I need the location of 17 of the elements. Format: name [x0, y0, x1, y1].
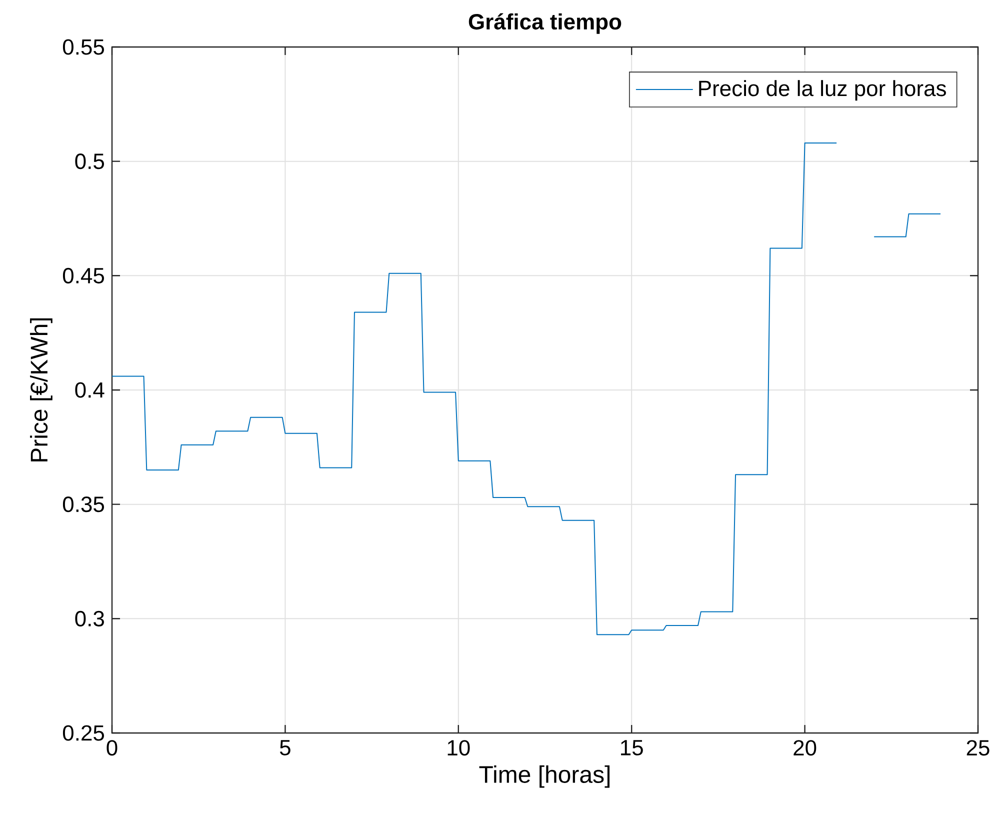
- x-tick-label: 20: [794, 740, 816, 756]
- y-tick-label: 0.45: [62, 268, 104, 284]
- x-tick-label: 15: [621, 740, 643, 756]
- x-tick-label: 10: [448, 740, 470, 756]
- y-tick-label: 0.25: [62, 725, 104, 741]
- x-tick-label: 0: [106, 740, 118, 756]
- x-tick-label: 5: [280, 740, 290, 756]
- legend-label: Precio de la luz por horas: [699, 80, 946, 101]
- x-tick-label: 25: [966, 740, 990, 756]
- y-axis-title: Price [€/KWh]: [30, 318, 52, 462]
- y-tick-label: 0.35: [62, 496, 104, 512]
- y-tick-label: 0.55: [62, 39, 104, 55]
- chart-title: Gráfica tiempo: [468, 13, 622, 34]
- y-tick-label: 0.5: [75, 154, 104, 170]
- y-tick-label: 0.3: [75, 610, 104, 626]
- y-tick-label: 0.4: [75, 382, 104, 398]
- x-axis-title: Time [horas]: [479, 765, 610, 788]
